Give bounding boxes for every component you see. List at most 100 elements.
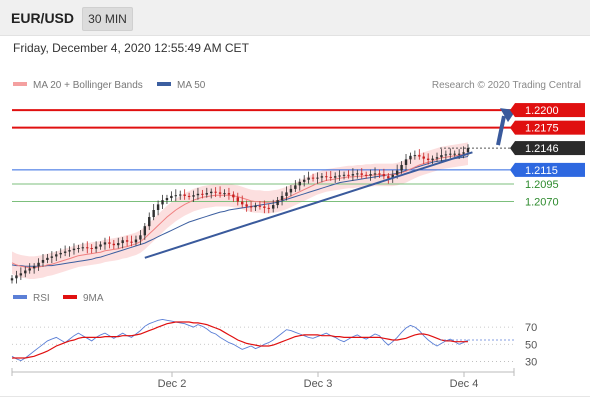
rsi-series-9ma <box>12 321 468 359</box>
candle-body <box>426 158 430 161</box>
rsi-tick-label: 30 <box>525 356 537 368</box>
candle-body <box>165 198 169 201</box>
candle-body <box>263 206 266 208</box>
candle-body <box>462 152 465 154</box>
candle-body <box>418 155 421 157</box>
candle-body <box>205 193 209 195</box>
candle-body <box>134 239 138 243</box>
candle-body <box>431 158 434 161</box>
candle-body <box>249 206 253 208</box>
candle-body <box>369 174 372 176</box>
candle-body <box>41 259 45 263</box>
candle-body <box>130 241 133 243</box>
price-label-support-minor: 1.2095 <box>525 179 559 191</box>
candle-body <box>68 250 71 252</box>
candle-body <box>103 242 107 245</box>
candle-body <box>466 148 470 153</box>
candle-body <box>46 257 49 260</box>
symbol-label: EUR/USD <box>11 10 75 26</box>
candle-body <box>241 201 244 205</box>
candles-group <box>10 144 470 284</box>
candle-body <box>422 156 425 159</box>
candle-body <box>342 174 346 176</box>
candle-body <box>112 243 116 246</box>
candle-body <box>183 194 186 196</box>
price-label-box-0 <box>515 103 585 118</box>
candle-body <box>373 173 377 175</box>
candle-body <box>254 205 257 208</box>
candle-body <box>395 170 399 175</box>
rsi-legend-label: RSI <box>33 293 50 304</box>
candle-body <box>245 204 248 207</box>
candle-body <box>298 181 301 186</box>
candle-body <box>302 179 306 182</box>
candle-body <box>271 205 275 209</box>
candle-body <box>86 247 89 249</box>
9ma-swatch <box>63 295 77 300</box>
candle-body <box>320 176 324 178</box>
candle-body <box>179 194 182 196</box>
candle-body <box>333 176 337 178</box>
candle-body <box>28 268 31 271</box>
candle-body <box>210 191 213 194</box>
ma20-swatch <box>13 82 27 87</box>
chart-datetime: Friday, December 4, 2020 12:55:49 AM CET <box>13 41 249 55</box>
price-label-resistance: 1.2175 <box>525 123 559 135</box>
price-label-resistance: 1.2200 <box>525 105 559 117</box>
legend-9ma: 9MA <box>63 293 104 304</box>
x-tick-label: Dec 2 <box>158 378 187 390</box>
price-label-box-1 <box>515 120 585 135</box>
candle-body <box>258 205 262 207</box>
toolbar: EUR/USD 30 MIN <box>0 0 590 36</box>
candle-body <box>387 176 390 179</box>
candle-body <box>59 252 62 255</box>
ma50-line <box>11 156 469 267</box>
candle-body <box>227 193 231 195</box>
candle-body <box>364 174 368 176</box>
candle-body <box>316 177 319 179</box>
price-label-support: 1.2115 <box>525 165 558 177</box>
forecast-arrow-shaft <box>496 115 506 146</box>
price-label-pointer-3 <box>510 162 515 177</box>
candle-body <box>196 193 200 196</box>
candle-body <box>307 177 310 180</box>
candle-body <box>170 195 173 199</box>
candle-body <box>413 155 417 157</box>
candle-body <box>72 248 76 251</box>
price-label-pointer-2 <box>510 141 515 156</box>
timeframe-button[interactable]: 30 MIN <box>82 7 133 31</box>
price-label-box-2 <box>515 141 585 156</box>
x-tick-label: Dec 4 <box>450 378 479 390</box>
candle-body <box>294 185 297 189</box>
candle-body <box>218 192 222 194</box>
rsi-series-rsi <box>11 318 469 362</box>
rsi-tick-label: 70 <box>525 322 537 334</box>
candle-body <box>435 157 439 159</box>
candle-body <box>152 210 155 218</box>
candle-body <box>236 197 239 202</box>
candle-body <box>444 154 448 156</box>
candle-body <box>99 244 102 247</box>
candle-body <box>232 194 235 198</box>
candle-body <box>187 195 191 197</box>
candle-body <box>276 200 279 206</box>
candle-body <box>404 159 408 165</box>
candle-body <box>453 153 456 155</box>
candle-body <box>201 193 204 195</box>
candle-body <box>90 248 93 249</box>
candle-body <box>356 173 359 175</box>
candle-body <box>139 235 142 240</box>
candle-body <box>174 195 178 197</box>
candle-body <box>457 153 461 155</box>
price-label-last: 1.2146 <box>525 143 559 155</box>
candle-body <box>63 251 67 253</box>
9ma-legend-label: 9MA <box>83 293 104 304</box>
candle-body <box>143 226 147 236</box>
candle-body <box>338 175 341 177</box>
support-trendline <box>144 151 473 259</box>
ma20-line <box>11 153 469 269</box>
candle-body <box>280 195 284 201</box>
candle-body <box>125 240 129 242</box>
ma50-swatch <box>157 82 171 87</box>
